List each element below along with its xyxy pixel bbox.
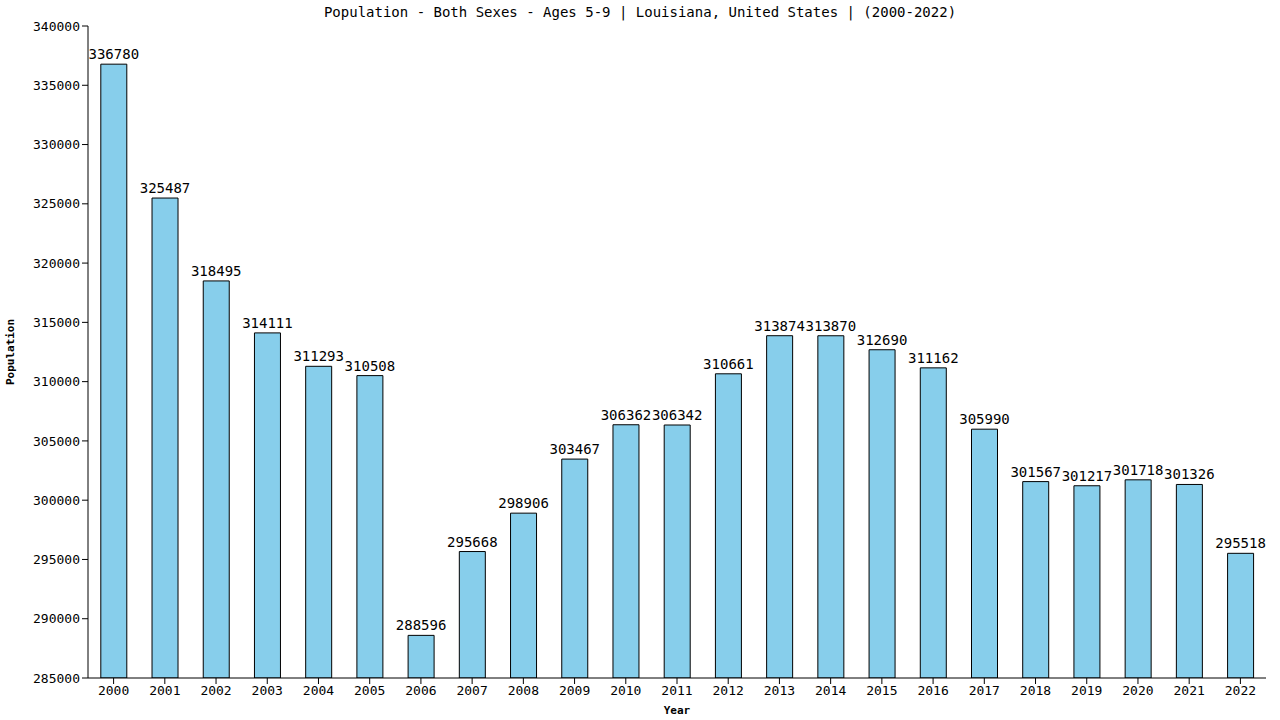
svg-text:2009: 2009 <box>559 683 590 698</box>
svg-text:2017: 2017 <box>969 683 1000 698</box>
svg-text:295668: 295668 <box>447 534 498 550</box>
svg-text:2006: 2006 <box>405 683 436 698</box>
svg-text:305000: 305000 <box>33 434 80 449</box>
svg-text:306342: 306342 <box>652 407 703 423</box>
svg-text:314111: 314111 <box>242 315 293 331</box>
svg-text:2021: 2021 <box>1174 683 1205 698</box>
svg-text:2019: 2019 <box>1071 683 1102 698</box>
svg-text:2014: 2014 <box>815 683 846 698</box>
svg-text:301326: 301326 <box>1164 466 1215 482</box>
svg-text:2020: 2020 <box>1122 683 1153 698</box>
svg-text:Population: Population <box>8 319 17 385</box>
svg-text:2015: 2015 <box>866 683 897 698</box>
svg-text:300000: 300000 <box>33 493 80 508</box>
svg-text:2013: 2013 <box>764 683 795 698</box>
svg-text:335000: 335000 <box>33 78 80 93</box>
svg-text:2001: 2001 <box>149 683 180 698</box>
svg-text:2000: 2000 <box>98 683 129 698</box>
svg-text:2010: 2010 <box>610 683 641 698</box>
svg-text:295518: 295518 <box>1215 535 1266 551</box>
svg-text:310000: 310000 <box>33 374 80 389</box>
svg-text:2007: 2007 <box>456 683 487 698</box>
svg-text:315000: 315000 <box>33 315 80 330</box>
svg-text:2011: 2011 <box>661 683 692 698</box>
svg-text:2005: 2005 <box>354 683 385 698</box>
svg-text:290000: 290000 <box>33 611 80 626</box>
svg-text:2018: 2018 <box>1020 683 1051 698</box>
svg-text:311162: 311162 <box>908 350 959 366</box>
svg-text:325000: 325000 <box>33 196 80 211</box>
svg-text:295000: 295000 <box>33 552 80 567</box>
svg-text:311293: 311293 <box>293 348 344 364</box>
svg-text:298906: 298906 <box>498 495 549 511</box>
svg-text:288596: 288596 <box>396 617 447 633</box>
svg-text:310661: 310661 <box>703 356 754 372</box>
svg-text:312690: 312690 <box>857 332 908 348</box>
svg-text:306362: 306362 <box>601 407 652 423</box>
svg-text:2008: 2008 <box>508 683 539 698</box>
svg-text:313874: 313874 <box>754 318 805 334</box>
svg-text:2016: 2016 <box>917 683 948 698</box>
svg-text:303467: 303467 <box>549 441 600 457</box>
svg-text:301567: 301567 <box>1010 464 1061 480</box>
svg-text:2004: 2004 <box>303 683 334 698</box>
svg-text:310508: 310508 <box>345 358 396 374</box>
svg-text:325487: 325487 <box>140 180 191 196</box>
svg-text:301217: 301217 <box>1062 468 1113 484</box>
html-text:Population - Both Sexes - Ages: Population - Both Sexes - Ages 5-9 | Lou… <box>323 4 957 20</box>
svg-text:320000: 320000 <box>33 256 80 271</box>
svg-text:2012: 2012 <box>713 683 744 698</box>
svg-text:313870: 313870 <box>806 318 857 334</box>
svg-text:330000: 330000 <box>33 137 80 152</box>
svg-text:336780: 336780 <box>89 46 140 62</box>
svg-text:285000: 285000 <box>33 671 80 686</box>
svg-text:318495: 318495 <box>191 263 242 279</box>
svg-text:Year: Year <box>664 704 691 717</box>
svg-text:340000: 340000 <box>33 19 80 34</box>
svg-text:2022: 2022 <box>1225 683 1256 698</box>
svg-text:2003: 2003 <box>252 683 283 698</box>
svg-text:2002: 2002 <box>200 683 231 698</box>
svg-text:305990: 305990 <box>959 411 1010 427</box>
svg-text:301718: 301718 <box>1113 462 1164 478</box>
